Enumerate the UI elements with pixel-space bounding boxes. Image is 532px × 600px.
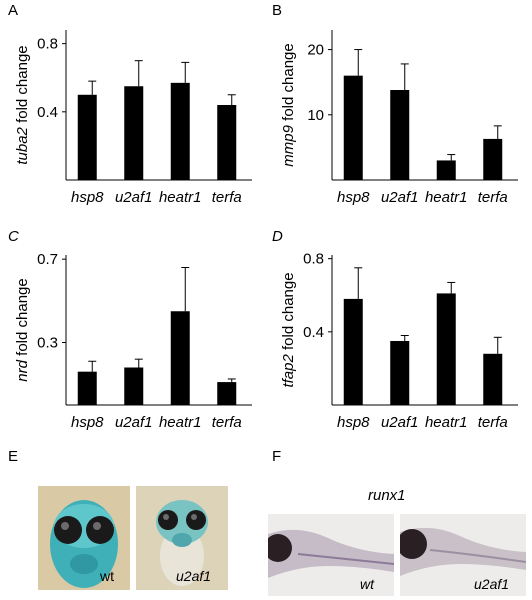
x-tick-label: u2af1: [115, 414, 153, 431]
bar: [170, 311, 190, 405]
x-tick-label: hsp8: [71, 189, 104, 206]
y-axis-gene: nrd: [14, 359, 31, 381]
y-axis-gene: mmp9: [280, 124, 297, 166]
bar: [77, 371, 97, 405]
y-axis-label: tfap2 fold change: [280, 272, 297, 387]
x-tick-label: hsp8: [71, 414, 104, 431]
photo-wt-head: wt: [38, 486, 130, 590]
y-axis-label: nrd fold change: [14, 278, 31, 381]
y-axis-suffix: fold change: [280, 43, 297, 125]
panel-label-b: B: [272, 2, 283, 19]
y-tick-label: 0.3: [37, 335, 58, 352]
bar: [343, 75, 363, 180]
bar: [343, 298, 363, 405]
y-axis-label: tuba2 fold change: [14, 45, 31, 164]
panel-label-f: F: [272, 448, 282, 465]
y-axis-gene: tuba2: [14, 126, 31, 164]
x-tick-label: terfa: [478, 189, 508, 206]
photo-wt-runx1: wt: [268, 514, 394, 596]
x-tick-label: heatr1: [159, 189, 202, 206]
y-axis-label: mmp9 fold change: [280, 43, 297, 166]
panel-label-a: A: [8, 2, 19, 19]
photo-u2af1-runx1: u2af1: [400, 514, 526, 596]
y-tick-label: 0.4: [37, 104, 58, 121]
x-tick-label: hsp8: [337, 414, 370, 431]
chart-tfap2: tfap2 fold change 0.4 0.8 hsp8 u2af1 heatr1 te…: [280, 251, 518, 431]
y-tick-label: 10: [307, 107, 324, 124]
bar: [483, 138, 503, 180]
y-tick-label: 20: [307, 42, 324, 59]
x-tick-label: u2af1: [381, 189, 419, 206]
x-tick-label: heatr1: [159, 414, 202, 431]
x-tick-label: heatr1: [425, 189, 468, 206]
y-tick-label: 0.7: [37, 251, 58, 268]
y-axis-suffix: fold change: [14, 278, 31, 360]
u2af1-embryo-illustration: [400, 527, 526, 576]
bar: [217, 382, 237, 405]
x-tick-label: u2af1: [381, 414, 419, 431]
panel-label-c: C: [8, 228, 19, 245]
y-tick-label: 0.8: [303, 251, 324, 268]
label-wt-f: wt: [360, 576, 374, 592]
chart-tuba2: tuba2 fold change 0.4 0.8 hsp8 u2af1 heatr1 te…: [14, 30, 252, 206]
x-tick-label: hsp8: [337, 189, 370, 206]
chart-mmp9: mmp9 fold change 10 20 hsp8 u2af1 heatr1 terfa: [280, 30, 518, 206]
y-axis-gene: tfap2: [280, 354, 297, 388]
y-tick-label: 0.8: [37, 36, 58, 53]
u2af1-head-illustration: [156, 500, 208, 586]
y-axis-suffix: fold change: [280, 272, 297, 354]
wt-embryo-illustration: [268, 529, 394, 578]
bar: [436, 160, 456, 180]
chart-nrd: nrd fold change 0.3 0.7 hsp8 u2af1 heatr1 terf…: [14, 251, 252, 431]
panel-label-e: E: [8, 448, 19, 465]
wt-head-illustration: [50, 500, 118, 588]
bar: [390, 90, 410, 180]
bar: [170, 82, 190, 180]
label-u2af1-e: u2af1: [176, 568, 212, 584]
bar: [77, 94, 97, 180]
runx1-title: runx1: [368, 487, 406, 504]
label-u2af1-f: u2af1: [474, 576, 510, 592]
x-tick-label: terfa: [212, 189, 242, 206]
x-tick-label: heatr1: [425, 414, 468, 431]
y-tick-label: 0.4: [303, 324, 324, 341]
bar: [436, 293, 456, 405]
panel-label-d: D: [272, 228, 283, 245]
label-wt-e: wt: [100, 568, 114, 584]
bar: [390, 340, 410, 405]
bar: [124, 86, 144, 180]
x-tick-label: u2af1: [115, 189, 153, 206]
x-tick-label: terfa: [478, 414, 508, 431]
bar: [124, 367, 144, 405]
bar: [483, 353, 503, 405]
x-tick-label: terfa: [212, 414, 242, 431]
photo-u2af1-head: u2af1: [136, 486, 228, 590]
bar: [217, 105, 237, 180]
y-axis-suffix: fold change: [14, 45, 31, 127]
